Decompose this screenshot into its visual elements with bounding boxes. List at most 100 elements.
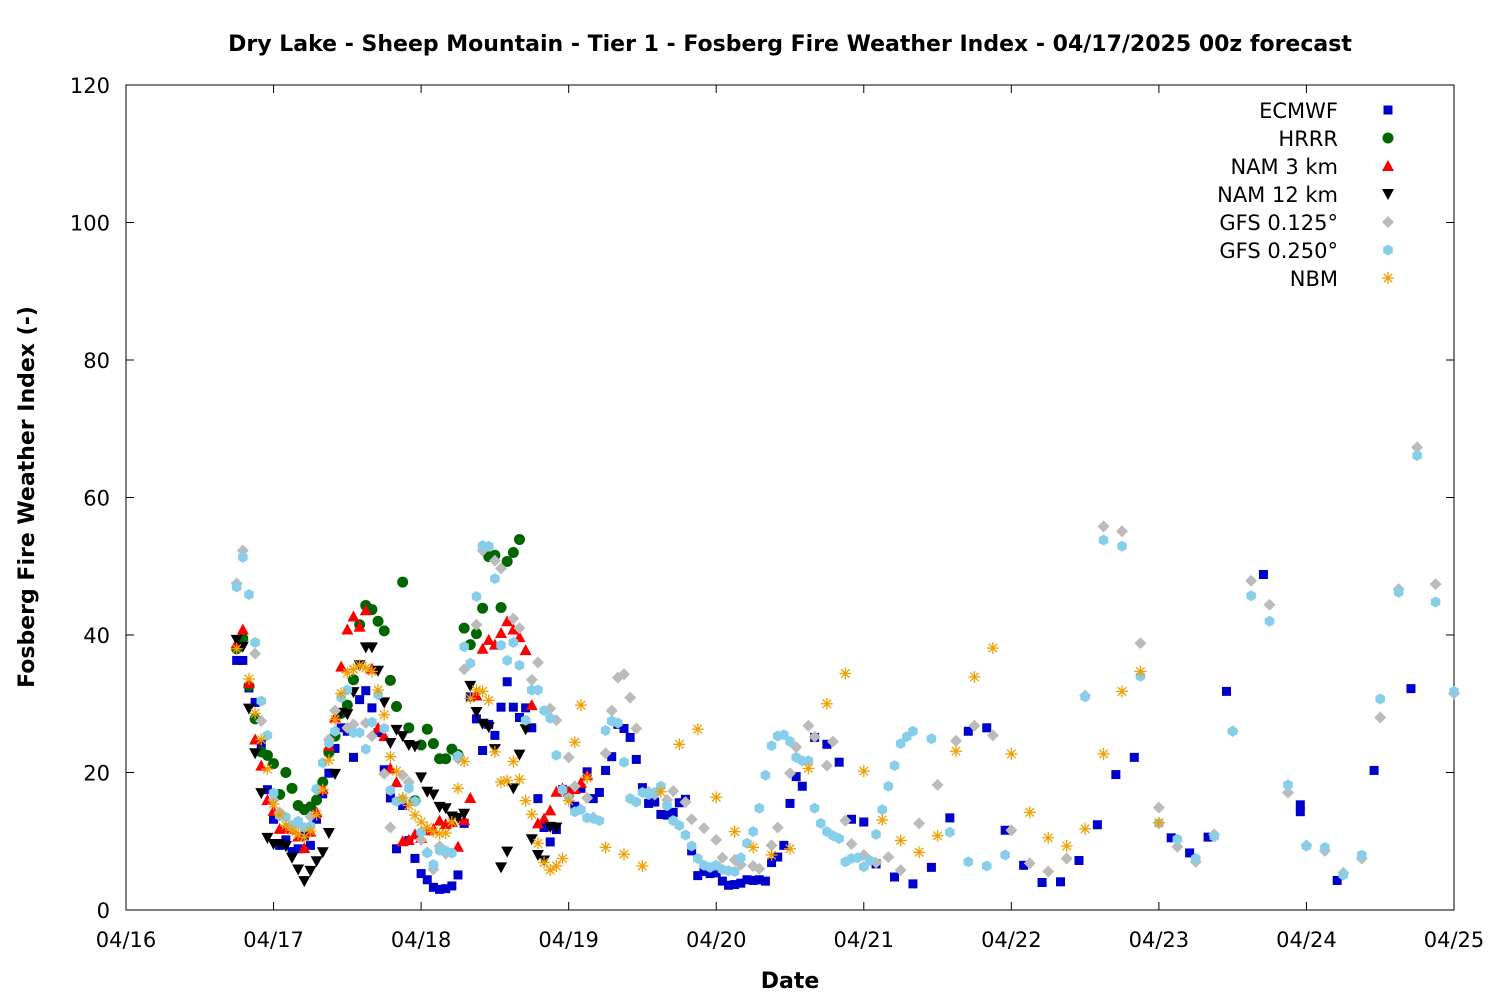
data-point [360,662,372,674]
x-tick-label: 04/18 [391,928,452,952]
y-tick-label: 40 [83,624,110,648]
data-point [859,818,868,827]
data-point [367,703,376,712]
data-point [501,775,513,787]
legend-label: NAM 3 km [1230,155,1338,179]
data-point [304,866,316,877]
data-point [231,643,243,655]
data-point [761,770,771,781]
legend-label: GFS 0.125° [1219,211,1338,235]
x-tick-label: 04/25 [1424,928,1485,952]
data-point [526,808,538,820]
x-tick-label: 04/16 [96,928,157,952]
data-point [520,795,532,807]
data-point [839,668,851,680]
data-point [1296,800,1305,809]
data-point [729,826,741,838]
data-point [329,714,341,726]
data-point [636,860,648,872]
data-point [1134,637,1146,649]
data-point [464,792,476,803]
data-point [884,781,894,792]
data-point [397,577,408,588]
data-point [520,644,532,655]
data-point [454,870,463,879]
data-point [748,826,758,837]
data-point [766,849,778,861]
data-point [349,753,358,762]
data-point [1153,817,1165,829]
data-point [913,846,925,858]
legend-marker [1382,160,1394,171]
data-point [384,822,396,834]
data-point [595,788,604,797]
data-point [1406,684,1415,693]
legend-label: ECMWF [1259,99,1338,123]
data-point [508,547,519,558]
data-point [422,724,433,735]
data-point [982,861,992,872]
data-point [945,827,955,838]
x-tick-label: 04/20 [686,928,747,952]
data-point [286,853,298,864]
data-point [810,803,820,814]
data-point [895,835,907,847]
data-point [280,767,291,778]
legend-label: NBM [1290,267,1338,291]
x-tick-label: 04/17 [243,928,304,952]
data-point [490,731,499,740]
legend-label: GFS 0.250° [1219,239,1338,263]
series-nbm [231,642,1165,876]
x-tick-label: 04/22 [981,928,1042,952]
data-point [1245,575,1257,587]
data-point [1430,578,1442,590]
data-point [452,782,464,794]
data-point [1117,541,1127,552]
data-point [501,847,513,858]
data-point [950,745,962,757]
legend-marker [1382,216,1394,228]
legend: ECMWF HRRR NAM 3 km NAM 12 km GFS 0.125° GFS … [1217,99,1394,291]
data-point [298,876,310,887]
y-tick-label: 0 [97,899,110,923]
data-point [249,707,261,719]
data-point [1265,616,1275,627]
data-point [391,701,402,712]
y-tick-label: 80 [83,349,110,373]
legend-marker [1382,189,1394,200]
data-point [908,879,917,888]
data-point [552,750,562,761]
data-point [557,852,569,864]
data-point [761,877,770,886]
data-point [317,784,329,796]
data-point [1038,878,1047,887]
data-point [927,733,937,744]
data-point [890,760,900,771]
chart-title: Dry Lake - Sheep Mountain - Tier 1 - Fos… [228,32,1352,57]
data-point [287,783,298,794]
data-point [427,790,439,801]
data-point [563,751,575,763]
data-point [311,856,323,867]
data-point [692,723,704,735]
data-point [845,838,857,850]
data-point [403,800,415,812]
data-point [243,673,255,685]
data-point [477,685,489,697]
data-point [575,699,587,711]
data-point [385,675,396,686]
data-point [1370,766,1379,775]
data-point [304,825,316,837]
data-point [1005,748,1017,760]
data-point [686,813,698,825]
data-point [1116,685,1128,697]
data-point [250,637,260,648]
data-point [391,765,403,777]
data-point [478,746,487,755]
data-point [1098,748,1110,760]
data-point [1079,823,1091,835]
data-point [755,803,765,814]
data-point [987,642,999,654]
data-point [507,756,519,768]
data-point [767,740,777,751]
